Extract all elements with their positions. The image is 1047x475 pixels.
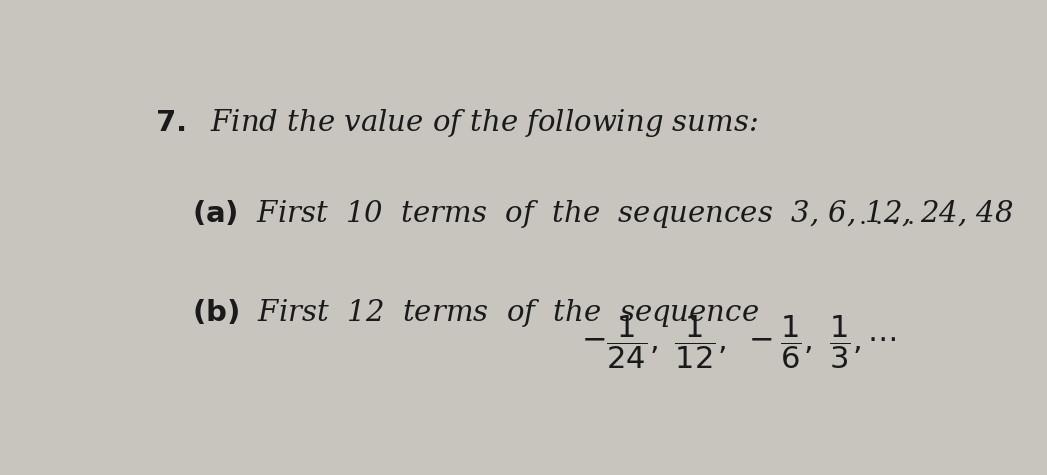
Text: $\mathbf{7.}$  Find the value of the following sums:: $\mathbf{7.}$ Find the value of the foll… (155, 107, 758, 139)
Text: $-\dfrac{1}{24},\ \dfrac{1}{12},\ -\dfrac{1}{6},\ \dfrac{1}{3},\cdots$: $-\dfrac{1}{24},\ \dfrac{1}{12},\ -\dfra… (581, 314, 897, 371)
Text: . . . .: . . . . (859, 207, 915, 229)
Text: $\mathbf{(a)}$  First  10  terms  of  the  sequences  3, 6, 12, 24, 48: $\mathbf{(a)}$ First 10 terms of the seq… (192, 198, 1013, 230)
Text: $\mathbf{(b)}$  First  12  terms  of  the  sequence: $\mathbf{(b)}$ First 12 terms of the seq… (192, 297, 759, 329)
